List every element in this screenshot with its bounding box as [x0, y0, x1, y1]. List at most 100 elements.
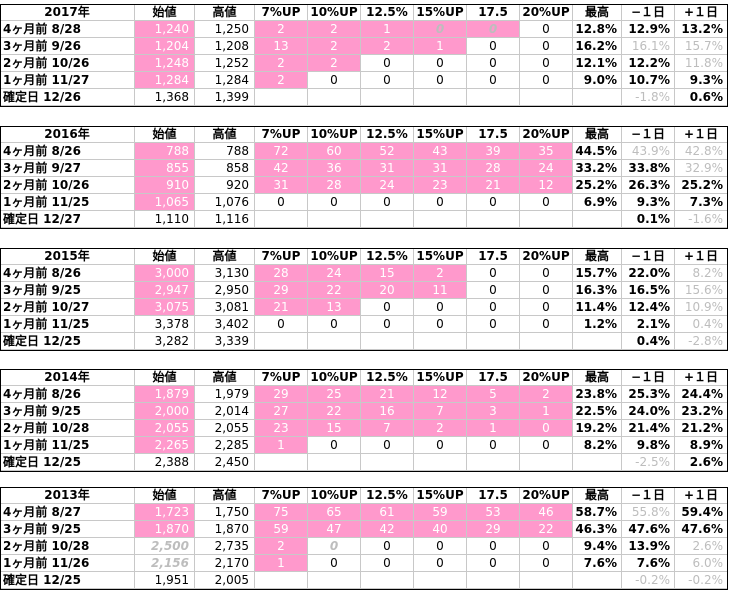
cell-up7[interactable]: 72	[255, 143, 308, 160]
cell-max[interactable]: 33.2%	[573, 160, 622, 177]
cell-label[interactable]: 2ヶ月前 10/28	[0, 538, 135, 555]
cell-start[interactable]: 3,000	[135, 265, 195, 282]
cell-up10[interactable]: 22	[308, 282, 361, 299]
cell-up10[interactable]	[308, 89, 361, 106]
cell-label[interactable]: 確定日 12/25	[0, 454, 135, 471]
column-header-up15[interactable]: 15%UP	[414, 369, 467, 386]
cell-up125[interactable]	[361, 454, 414, 471]
cell-label[interactable]: 2ヶ月前 10/28	[0, 420, 135, 437]
cell-start[interactable]: 1,284	[135, 72, 195, 89]
cell-up125[interactable]: 1	[361, 21, 414, 38]
cell-m1[interactable]: 9.3%	[622, 194, 675, 211]
column-header-high[interactable]: 高値	[195, 248, 255, 265]
cell-label[interactable]: 2ヶ月前 10/26	[0, 177, 135, 194]
cell-up15[interactable]: 59	[414, 504, 467, 521]
cell-up125[interactable]	[361, 572, 414, 589]
cell-max[interactable]: 25.2%	[573, 177, 622, 194]
cell-label[interactable]: 3ヶ月前 9/25	[0, 403, 135, 420]
cell-p1[interactable]: 2.6%	[675, 454, 728, 471]
cell-label[interactable]: 3ヶ月前 9/27	[0, 160, 135, 177]
cell-p1[interactable]: 0.4%	[675, 316, 728, 333]
cell-up125[interactable]: 52	[361, 143, 414, 160]
cell-up10[interactable]	[308, 333, 361, 350]
cell-m1[interactable]: 43.9%	[622, 143, 675, 160]
cell-up20[interactable]: 0	[520, 55, 573, 72]
cell-p1[interactable]: 47.6%	[675, 521, 728, 538]
cell-p1[interactable]: 25.2%	[675, 177, 728, 194]
cell-up15[interactable]: 31	[414, 160, 467, 177]
cell-up15[interactable]	[414, 89, 467, 106]
cell-label[interactable]: 1ヶ月前 11/27	[0, 72, 135, 89]
cell-up125[interactable]: 0	[361, 555, 414, 572]
cell-high[interactable]: 3,081	[195, 299, 255, 316]
cell-m1[interactable]: 9.8%	[622, 437, 675, 454]
cell-up125[interactable]: 21	[361, 386, 414, 403]
cell-up175[interactable]	[467, 454, 520, 471]
cell-p1[interactable]: -2.8%	[675, 333, 728, 350]
cell-up20[interactable]: 0	[520, 316, 573, 333]
cell-up15[interactable]: 0	[414, 538, 467, 555]
cell-up7[interactable]: 1	[255, 555, 308, 572]
cell-high[interactable]: 3,130	[195, 265, 255, 282]
cell-start[interactable]: 2,265	[135, 437, 195, 454]
column-header-m1[interactable]: −１日	[622, 126, 675, 143]
cell-up175[interactable]: 0	[467, 38, 520, 55]
cell-label[interactable]: 2ヶ月前 10/26	[0, 55, 135, 72]
cell-up10[interactable]: 13	[308, 299, 361, 316]
cell-label[interactable]: 1ヶ月前 11/26	[0, 555, 135, 572]
column-header-high[interactable]: 高値	[195, 126, 255, 143]
cell-up10[interactable]	[308, 211, 361, 228]
column-header-m1[interactable]: −１日	[622, 248, 675, 265]
cell-up20[interactable]: 35	[520, 143, 573, 160]
cell-up175[interactable]: 28	[467, 160, 520, 177]
cell-p1[interactable]: 8.9%	[675, 437, 728, 454]
cell-up7[interactable]: 0	[255, 316, 308, 333]
cell-up175[interactable]: 1	[467, 420, 520, 437]
cell-start[interactable]: 2,000	[135, 403, 195, 420]
column-header-up175[interactable]: 17.5	[467, 487, 520, 504]
cell-m1[interactable]: -1.8%	[622, 89, 675, 106]
cell-max[interactable]: 12.8%	[573, 21, 622, 38]
cell-high[interactable]: 920	[195, 177, 255, 194]
cell-label[interactable]: 1ヶ月前 11/25	[0, 316, 135, 333]
cell-up175[interactable]	[467, 89, 520, 106]
column-header-max[interactable]: 最高	[573, 369, 622, 386]
column-header-up125[interactable]: 12.5%	[361, 369, 414, 386]
cell-start[interactable]: 1,204	[135, 38, 195, 55]
column-header-up20[interactable]: 20%UP	[520, 248, 573, 265]
cell-up10[interactable]: 0	[308, 555, 361, 572]
column-header-up7[interactable]: 7%UP	[255, 369, 308, 386]
column-header-up125[interactable]: 12.5%	[361, 4, 414, 21]
column-header-high[interactable]: 高値	[195, 487, 255, 504]
cell-m1[interactable]: 24.0%	[622, 403, 675, 420]
cell-max[interactable]: 7.6%	[573, 555, 622, 572]
cell-high[interactable]: 788	[195, 143, 255, 160]
cell-m1[interactable]: 13.9%	[622, 538, 675, 555]
cell-up20[interactable]: 1	[520, 403, 573, 420]
cell-label[interactable]: 確定日 12/25	[0, 333, 135, 350]
cell-up20[interactable]: 24	[520, 160, 573, 177]
cell-m1[interactable]: 12.9%	[622, 21, 675, 38]
cell-up20[interactable]: 0	[520, 538, 573, 555]
cell-up10[interactable]: 60	[308, 143, 361, 160]
cell-max[interactable]: 58.7%	[573, 504, 622, 521]
column-header-up10[interactable]: 10%UP	[308, 4, 361, 21]
cell-max[interactable]: 44.5%	[573, 143, 622, 160]
cell-up15[interactable]	[414, 211, 467, 228]
cell-up125[interactable]: 0	[361, 55, 414, 72]
cell-start[interactable]: 2,156	[135, 555, 195, 572]
cell-p1[interactable]: 15.7%	[675, 38, 728, 55]
cell-start[interactable]: 2,500	[135, 538, 195, 555]
cell-up10[interactable]: 24	[308, 265, 361, 282]
cell-label[interactable]: 3ヶ月前 9/25	[0, 282, 135, 299]
column-header-up7[interactable]: 7%UP	[255, 487, 308, 504]
cell-up10[interactable]: 2	[308, 21, 361, 38]
cell-m1[interactable]: 16.5%	[622, 282, 675, 299]
cell-up125[interactable]: 7	[361, 420, 414, 437]
cell-high[interactable]: 1,399	[195, 89, 255, 106]
cell-up7[interactable]: 2	[255, 72, 308, 89]
cell-up125[interactable]	[361, 211, 414, 228]
cell-high[interactable]: 2,450	[195, 454, 255, 471]
cell-m1[interactable]: 2.1%	[622, 316, 675, 333]
column-header-m1[interactable]: −１日	[622, 487, 675, 504]
